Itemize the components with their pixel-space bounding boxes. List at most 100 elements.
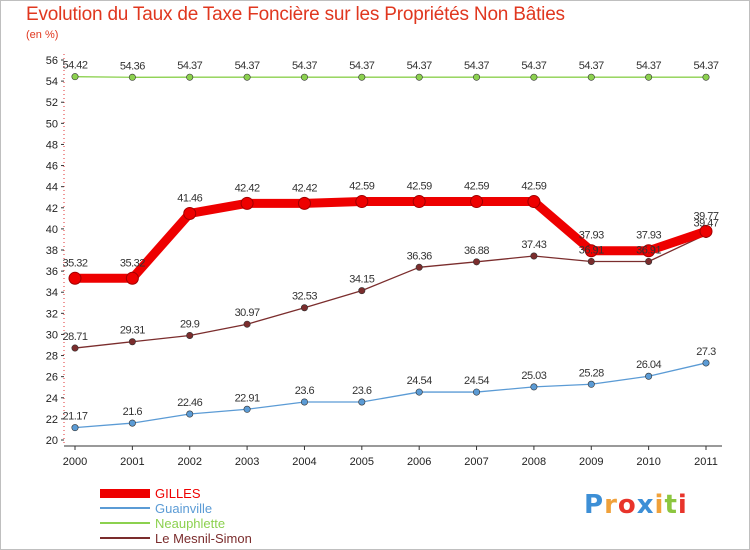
data-point (358, 398, 366, 406)
y-tick-label: 56 (46, 55, 58, 67)
data-label: 37.93 (636, 230, 661, 242)
series-line-guainville (74, 362, 707, 429)
x-tick-label: 2006 (407, 456, 431, 468)
data-label: 54.37 (693, 60, 718, 72)
legend-swatch (100, 537, 150, 539)
data-label: 42.42 (292, 182, 317, 194)
y-tick-label: 34 (46, 287, 58, 299)
data-point (300, 304, 308, 312)
x-tick-label: 2007 (464, 456, 488, 468)
data-point (473, 258, 481, 266)
y-tick-label: 22 (46, 414, 58, 426)
data-label: 30.97 (235, 307, 260, 319)
x-tick-label: 2003 (235, 456, 259, 468)
legend-item: Guainville (100, 501, 212, 515)
data-label: 35.32 (120, 257, 145, 269)
data-point (297, 196, 311, 210)
data-point (642, 244, 656, 258)
logo-letter: i (654, 490, 665, 520)
series-line-le-mesnil-simon (74, 233, 707, 349)
data-point (355, 195, 369, 209)
data-point (473, 388, 481, 396)
data-label: 36.88 (464, 245, 489, 257)
data-label: 54.37 (235, 60, 260, 72)
data-point (71, 424, 79, 432)
data-label: 54.37 (521, 60, 546, 72)
data-labels-layer: 54.42 54.36 54.37 54.37 54.37 54.37 54.37 54.37… (62, 60, 719, 423)
data-point (530, 383, 538, 391)
data-point (587, 258, 595, 266)
y-tick-label: 52 (46, 97, 58, 109)
data-point (186, 73, 194, 81)
legend-label: Le Mesnil-Simon (155, 530, 252, 546)
data-label: 42.59 (464, 181, 489, 193)
chart-title: Evolution du Taux de Taxe Foncière sur l… (26, 4, 565, 25)
legend-label: Guainville (155, 500, 213, 516)
data-point (587, 73, 595, 81)
data-label: 25.03 (521, 370, 546, 382)
data-label: 29.9 (180, 319, 200, 331)
data-point (412, 195, 426, 209)
data-label: 54.42 (62, 60, 87, 72)
data-point (530, 252, 538, 260)
data-point (527, 195, 541, 209)
data-label: 24.54 (464, 375, 489, 387)
x-tick-label: 2000 (63, 456, 87, 468)
data-label: 23.6 (295, 385, 315, 397)
data-point (183, 206, 197, 220)
y-tick-label: 28 (46, 351, 58, 363)
data-label: 36.36 (407, 250, 432, 262)
y-tick-label: 30 (46, 329, 58, 341)
data-point (186, 331, 194, 339)
data-label: 54.37 (464, 60, 489, 72)
y-tick-label: 48 (46, 139, 58, 151)
data-point (645, 372, 653, 380)
data-point (470, 195, 484, 209)
data-label: 37.93 (579, 230, 604, 242)
axes: 20 22 24 26 28 30 32 34 36 38 40 42 44 46 48 50 52 54 56 20… (46, 54, 722, 468)
y-tick-label: 36 (46, 266, 58, 278)
data-label: 54.36 (120, 60, 145, 72)
data-point (699, 224, 713, 238)
y-tick-label: 40 (46, 224, 58, 236)
y-tick-label: 44 (46, 182, 58, 194)
series-line-gilles (70, 197, 711, 283)
data-point (243, 320, 251, 328)
data-label: 22.91 (235, 392, 260, 404)
series-line-neauphlette (74, 76, 707, 78)
data-point (128, 73, 136, 81)
logo-letter: i (677, 490, 688, 520)
data-label: 26.04 (636, 359, 661, 371)
y-tick-label: 50 (46, 118, 58, 130)
data-label: 21.6 (123, 406, 143, 418)
data-label: 28.71 (62, 331, 87, 343)
data-label: 23.6 (352, 385, 372, 397)
data-label: 21.17 (62, 411, 87, 423)
x-tick-label: 2008 (522, 456, 546, 468)
data-label: 37.43 (521, 239, 546, 251)
legend-label: Neauphlette (155, 515, 226, 531)
data-label: 42.59 (407, 181, 432, 193)
legend-swatch (100, 507, 150, 509)
x-tick-label: 2005 (350, 456, 374, 468)
data-point (358, 287, 366, 295)
data-point (415, 388, 423, 396)
data-label: 42.42 (235, 182, 260, 194)
y-tick-label: 42 (46, 203, 58, 215)
data-label: 35.32 (62, 257, 87, 269)
data-label: 42.59 (349, 181, 374, 193)
data-label: 29.31 (120, 325, 145, 337)
data-point (240, 196, 254, 210)
y-tick-label: 54 (46, 76, 58, 88)
legend-swatch (100, 488, 150, 498)
logo-letter: r (604, 490, 618, 520)
y-tick-label: 32 (46, 308, 58, 320)
logo-letter: x (636, 490, 655, 520)
legend-item: Neauphlette (100, 516, 225, 530)
data-label: 27.3 (696, 346, 716, 358)
data-label: 36.91 (636, 245, 661, 257)
x-tick-label: 2010 (636, 456, 660, 468)
data-label: 54.37 (579, 60, 604, 72)
data-label: 54.37 (636, 60, 661, 72)
